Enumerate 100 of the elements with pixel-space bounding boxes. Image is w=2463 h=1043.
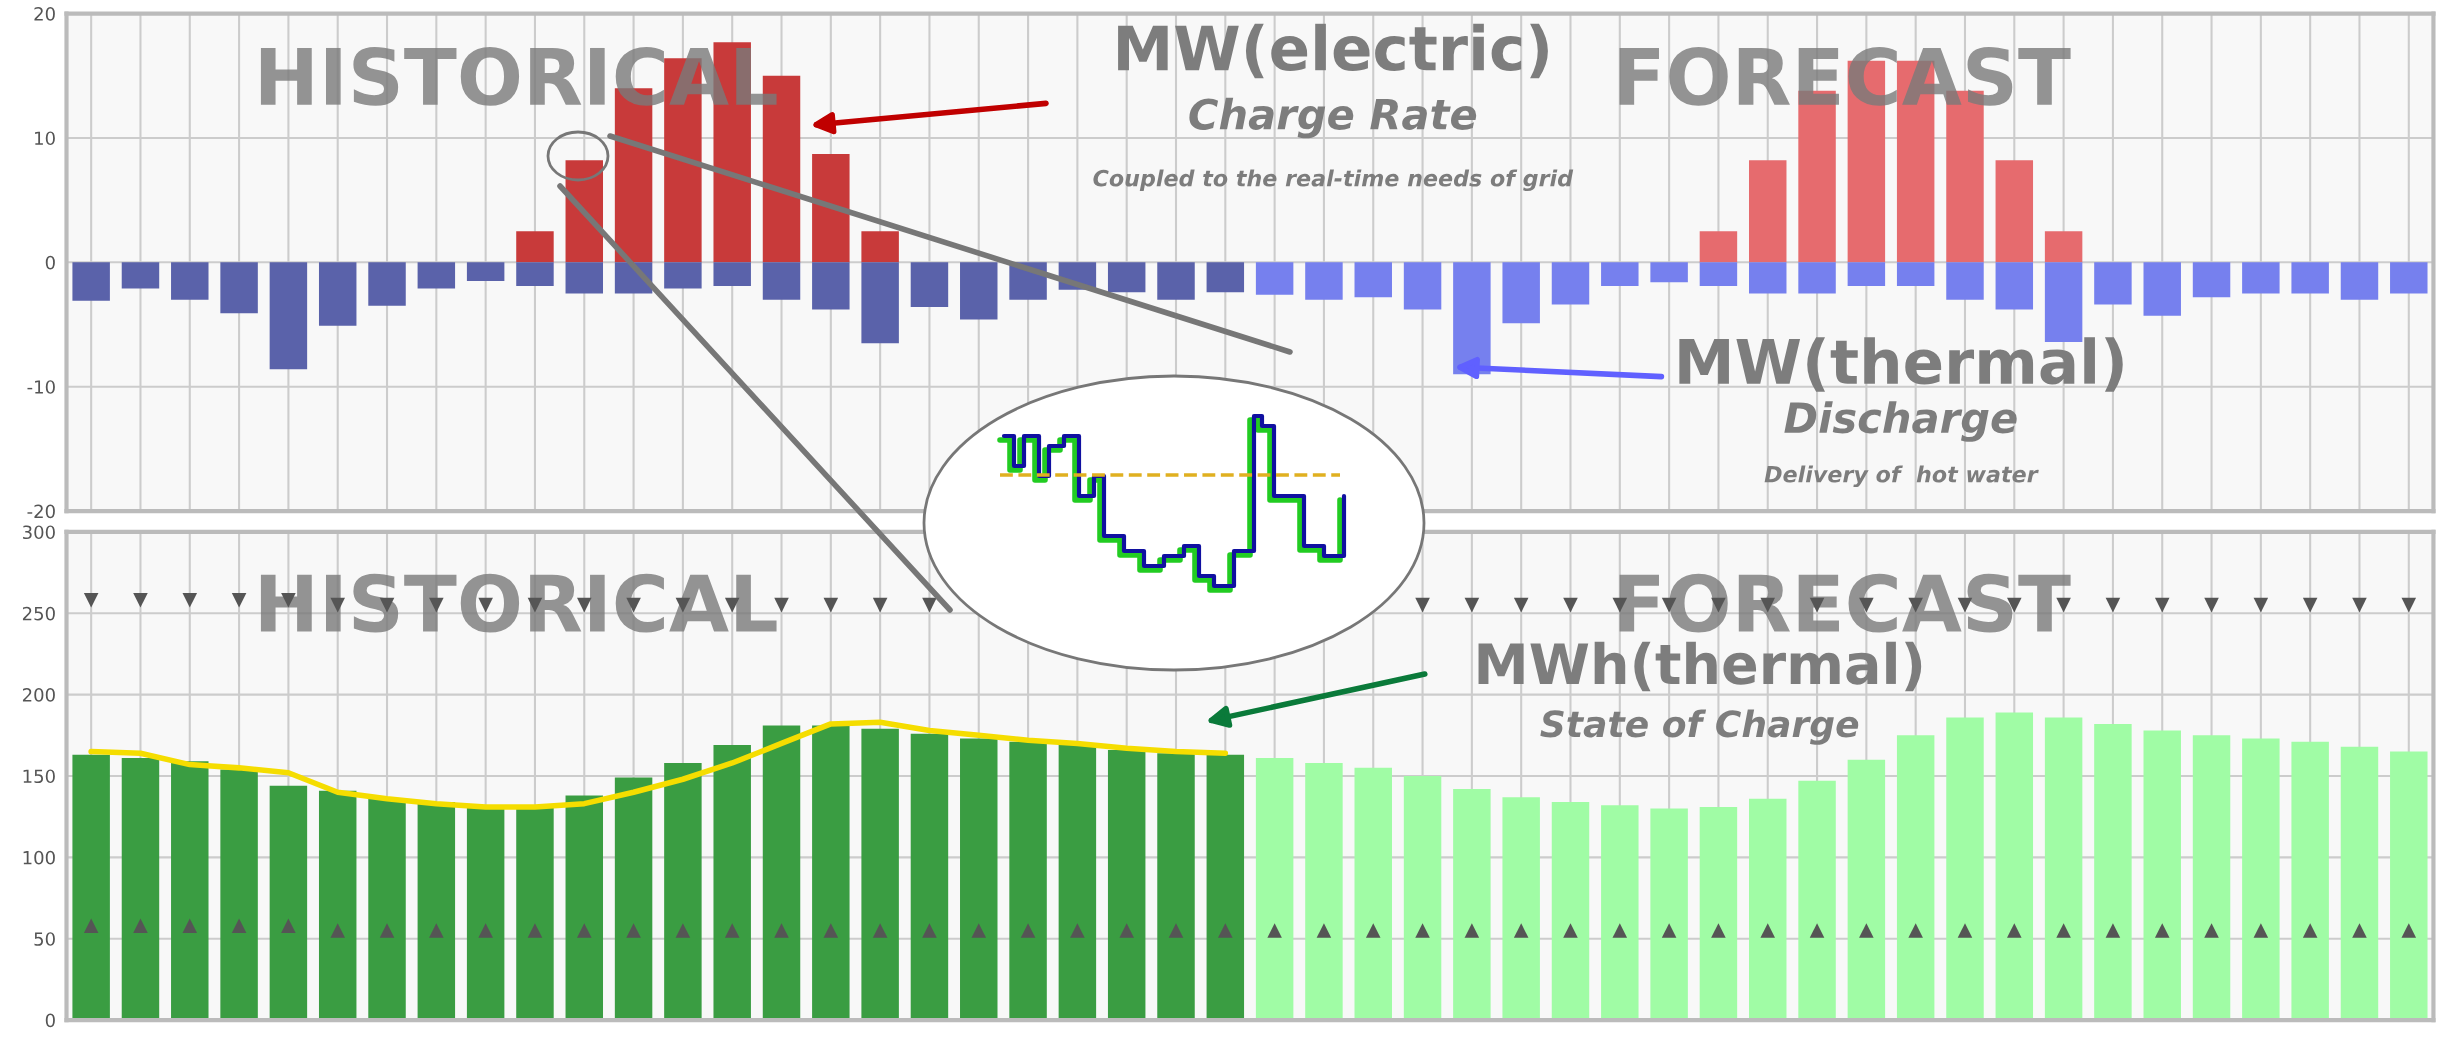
bar <box>1009 741 1047 1021</box>
point <box>2056 923 2071 938</box>
point <box>2204 923 2219 938</box>
point <box>1513 923 1529 938</box>
bar <box>368 262 406 306</box>
y-tick-label: 0 <box>45 1013 55 1028</box>
bar <box>1650 808 1688 1021</box>
point <box>724 923 740 938</box>
bar <box>1354 767 1392 1021</box>
bar <box>417 802 456 1021</box>
bar <box>2192 262 2231 298</box>
point <box>1513 597 1529 613</box>
point <box>2302 923 2318 938</box>
point <box>1563 597 1578 613</box>
bar <box>1798 262 1836 294</box>
bar <box>1650 262 1688 283</box>
point <box>2352 923 2367 938</box>
bar <box>121 262 160 289</box>
bar <box>1551 262 1590 305</box>
point <box>1119 923 1134 938</box>
point <box>1908 923 1923 938</box>
y-tick-label: 250 <box>22 606 55 621</box>
point <box>1464 597 1480 613</box>
bar <box>220 262 258 314</box>
point <box>1563 923 1578 938</box>
bar <box>1157 262 1195 300</box>
bar <box>171 262 209 300</box>
bar <box>762 262 801 300</box>
bar <box>614 777 653 1021</box>
annotation: State of Charge <box>1540 709 1859 745</box>
bar <box>1896 735 1935 1021</box>
bar <box>466 262 505 281</box>
bar <box>121 758 160 1021</box>
point <box>1070 923 1085 938</box>
bar <box>72 262 110 301</box>
bar <box>861 231 899 263</box>
point <box>1415 923 1430 938</box>
bar <box>1305 262 1343 300</box>
point <box>1020 923 1036 938</box>
bar <box>2044 717 2083 1021</box>
y-tick-label: -10 <box>27 380 55 394</box>
bar <box>2094 262 2132 305</box>
point <box>1415 597 1430 613</box>
bar <box>565 262 604 294</box>
bar <box>1551 802 1590 1021</box>
bar <box>910 262 949 308</box>
bar <box>1699 262 1738 286</box>
y-tick-label: 200 <box>22 688 55 702</box>
bar <box>466 805 505 1021</box>
bar <box>2291 741 2329 1021</box>
annotation: Charge Rate <box>1189 97 1477 139</box>
bar <box>565 795 604 1021</box>
point <box>2253 597 2269 613</box>
bar <box>1206 262 1245 293</box>
bar <box>2242 738 2280 1021</box>
bar <box>1255 262 1294 295</box>
point <box>1365 923 1381 938</box>
y-tick-label: 300 <box>23 525 55 540</box>
bar <box>2094 723 2132 1021</box>
point <box>133 592 148 608</box>
bar <box>1601 262 1639 286</box>
point <box>2401 923 2417 938</box>
point <box>872 597 888 613</box>
annotation: MW(electric) <box>1118 23 1548 79</box>
annotation: HISTORICAL <box>260 573 777 633</box>
bar <box>1206 754 1245 1021</box>
point <box>182 918 198 933</box>
point <box>1661 923 1677 938</box>
point <box>1168 923 1184 938</box>
y-tick-label: -20 <box>27 504 55 519</box>
bar <box>1896 262 1935 286</box>
y-tick-label: 10 <box>35 131 55 146</box>
bar <box>910 733 949 1021</box>
annotation: Coupled to the real-time needs of grid <box>1093 169 1574 192</box>
point <box>576 923 592 938</box>
point <box>83 918 99 933</box>
point <box>281 918 296 933</box>
y-tick-label: 150 <box>23 769 55 784</box>
point <box>1218 923 1233 938</box>
point <box>2401 597 2417 613</box>
bar <box>1403 262 1442 310</box>
bar <box>2340 746 2379 1021</box>
bar <box>960 262 998 320</box>
bar <box>417 262 456 289</box>
point <box>2105 923 2121 938</box>
bar <box>812 725 850 1021</box>
bar <box>368 798 406 1021</box>
point <box>182 592 198 608</box>
point <box>2253 923 2269 938</box>
bar <box>1157 753 1195 1021</box>
bar <box>318 790 357 1021</box>
annotation: MW(thermal) <box>1679 337 2123 392</box>
y-tick-label: 50 <box>34 932 55 946</box>
point <box>2302 597 2318 613</box>
bar <box>812 154 850 263</box>
bar <box>2340 262 2379 300</box>
bar <box>713 745 751 1021</box>
point <box>1464 923 1480 938</box>
y-tick-label: 20 <box>34 7 55 21</box>
annotation: Delivery of hot water <box>1764 465 2039 488</box>
